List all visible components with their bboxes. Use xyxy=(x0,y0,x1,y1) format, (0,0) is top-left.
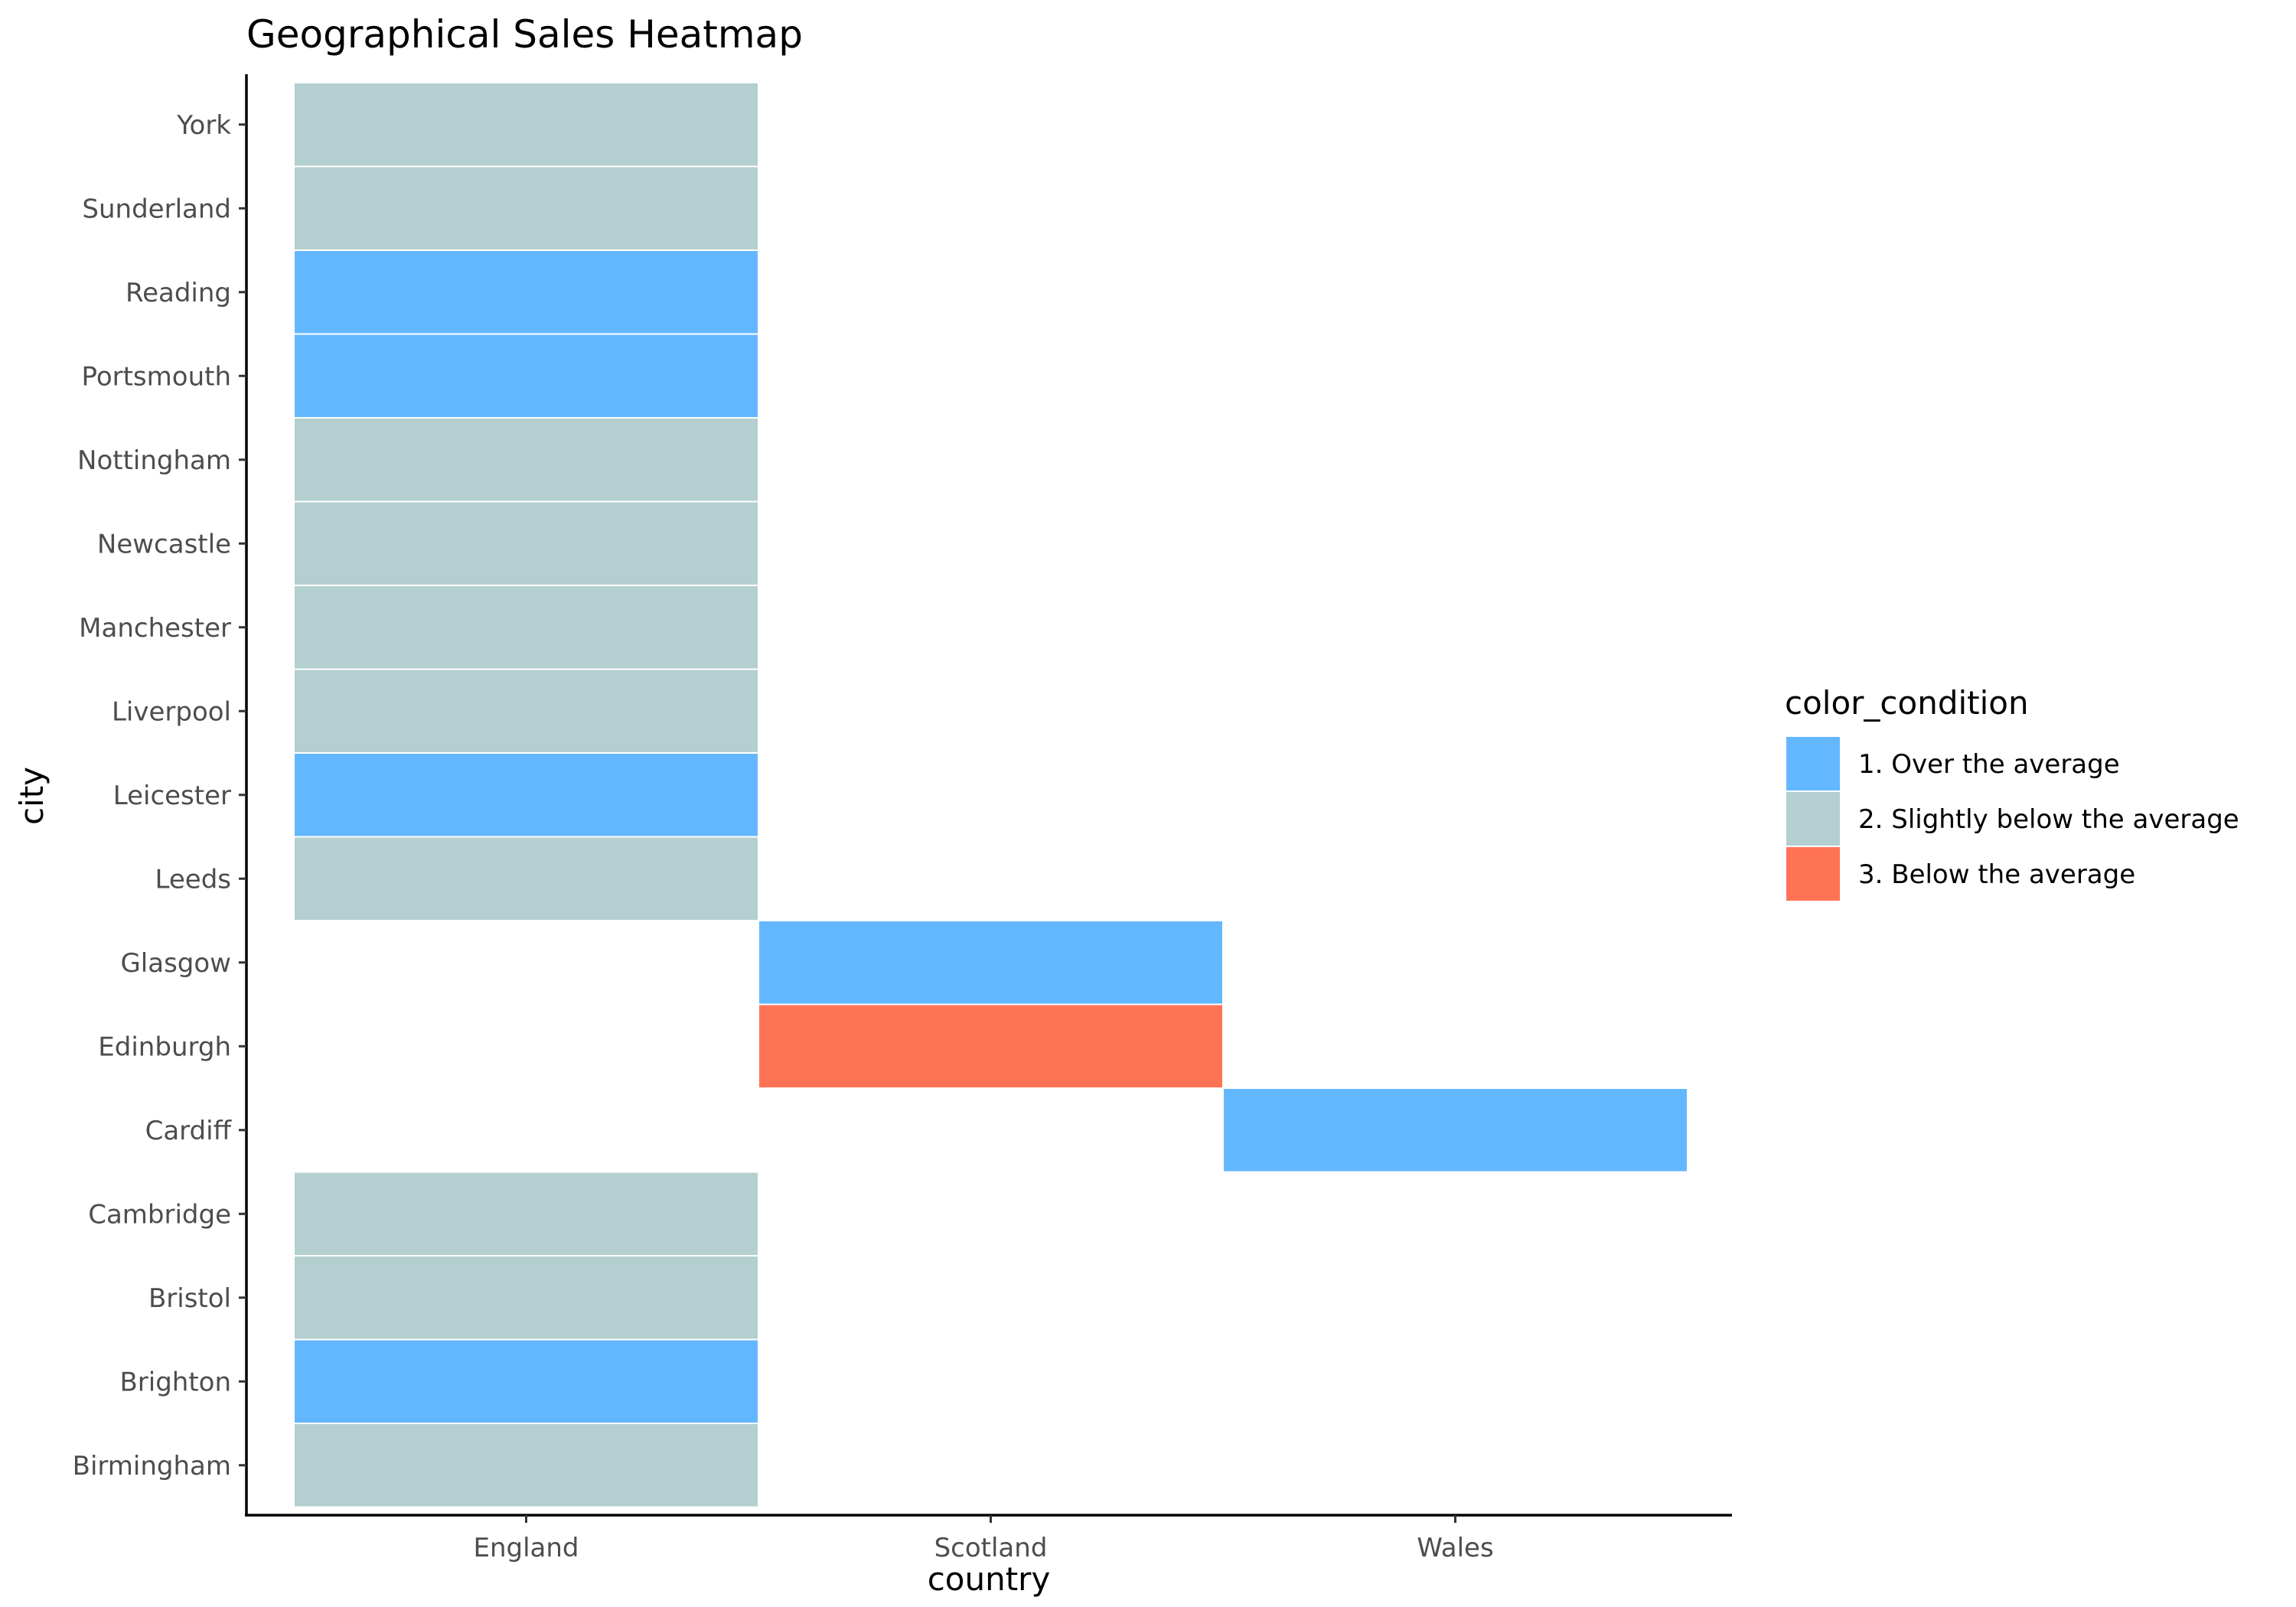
legend: color_condition 1. Over the average 2. Sl… xyxy=(1785,684,2239,901)
heatmap-cell xyxy=(293,333,759,419)
y-tick-label: Reading xyxy=(126,278,231,308)
y-tick-label: Glasgow xyxy=(120,948,231,979)
heatmap-cell xyxy=(293,668,759,754)
heatmap-cell xyxy=(293,249,759,335)
legend-swatch xyxy=(1786,792,1840,846)
chart-title: Geographical Sales Heatmap xyxy=(246,12,803,57)
x-tick-label: England xyxy=(473,1533,579,1563)
heatmap-cells xyxy=(293,82,1688,1508)
y-axis-ticks: Birmingham Brighton Bristol Cambridge Cardif… xyxy=(73,110,246,1482)
legend-label: 2. Slightly below the average xyxy=(1858,804,2239,835)
y-tick-label: Nottingham xyxy=(77,445,231,476)
y-tick-label: York xyxy=(176,110,231,141)
heatmap-cell xyxy=(758,1003,1224,1089)
legend-swatch xyxy=(1786,737,1840,790)
heatmap-cell xyxy=(293,1423,759,1508)
heatmap-cell xyxy=(293,165,759,251)
y-tick-label: Liverpool xyxy=(112,696,231,727)
y-tick-label: Leicester xyxy=(113,781,231,811)
heatmap-cell xyxy=(293,1255,759,1341)
legend-label: 1. Over the average xyxy=(1858,749,2120,780)
x-tick-label: Wales xyxy=(1417,1533,1493,1563)
legend-label: 3. Below the average xyxy=(1858,859,2135,890)
heatmap-cell xyxy=(293,500,759,586)
y-tick-label: Bristol xyxy=(148,1283,231,1314)
legend-title: color_condition xyxy=(1785,684,2029,722)
y-tick-label: Portsmouth xyxy=(82,361,231,392)
y-axis-title: city xyxy=(13,767,51,825)
heatmap-cell xyxy=(293,836,759,921)
heatmap-cell xyxy=(293,752,759,838)
legend-entries: 1. Over the average 2. Slightly below the… xyxy=(1786,737,2239,901)
legend-swatch xyxy=(1786,847,1840,901)
heatmap-cell xyxy=(293,585,759,670)
heatmap-cell xyxy=(293,417,759,503)
y-tick-label: Cardiff xyxy=(145,1116,233,1146)
y-tick-label: Brighton xyxy=(119,1367,231,1397)
y-tick-label: Leeds xyxy=(155,864,231,895)
heatmap-cell xyxy=(293,82,759,168)
y-tick-label: Sunderland xyxy=(82,194,231,224)
y-tick-label: Cambridge xyxy=(88,1199,231,1230)
x-tick-label: Scotland xyxy=(934,1533,1048,1563)
x-axis-title: country xyxy=(928,1560,1051,1598)
heatmap-cell xyxy=(293,1338,759,1424)
y-tick-label: Newcastle xyxy=(97,529,231,559)
x-axis-ticks: England Scotland Wales xyxy=(473,1515,1494,1563)
y-tick-label: Birmingham xyxy=(73,1451,231,1482)
heatmap-cell xyxy=(293,1171,759,1257)
heatmap-cell xyxy=(1222,1087,1688,1173)
y-tick-label: Edinburgh xyxy=(98,1032,231,1062)
y-tick-label: Manchester xyxy=(79,613,231,644)
heatmap-cell xyxy=(758,920,1224,1006)
